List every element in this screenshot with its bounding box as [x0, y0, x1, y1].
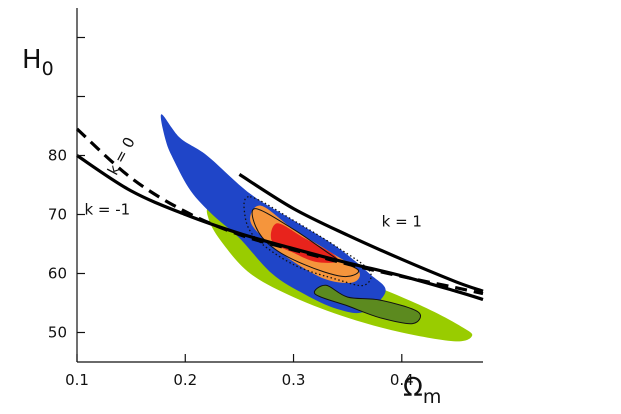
curve-k-pos-1: [238, 173, 484, 293]
model-curves: [75, 127, 484, 302]
y-tick-label-1: 60: [48, 265, 67, 283]
x-axis-label: Ωm: [403, 373, 441, 408]
x-axis-label-subscript: m: [423, 386, 442, 408]
y-tick-label-3: 80: [48, 147, 67, 165]
confidence-regions: [160, 114, 473, 342]
y-axis-label-subscript: 0: [42, 58, 54, 80]
curve-label-km1: k = -1: [84, 201, 130, 219]
x-tick-label-0: 0.1: [65, 371, 89, 389]
region-olive-2: [313, 284, 421, 325]
curve-label-k1: k = 1: [382, 212, 422, 230]
x-tick-label-2: 0.3: [282, 371, 306, 389]
region-red-4: [270, 223, 338, 263]
axes: [76, 8, 483, 363]
curve-k-neg-1: [76, 154, 484, 302]
y-tick-label-2: 70: [48, 206, 67, 224]
axis-ticks: 0.1 0.2 0.3 0.4 50 60 70 80: [48, 36, 414, 389]
y-axis-label: H0: [22, 45, 54, 80]
y-tick-label-0: 50: [48, 324, 67, 342]
x-tick-label-1: 0.2: [173, 371, 197, 389]
x-axis-label-main: Ω: [403, 373, 423, 403]
x-tick-label-3: 0.4: [390, 371, 414, 389]
contour-line-6: [251, 208, 360, 278]
y-axis-label-main: H: [22, 45, 42, 75]
curve-label-k0: k = 0: [104, 134, 139, 178]
